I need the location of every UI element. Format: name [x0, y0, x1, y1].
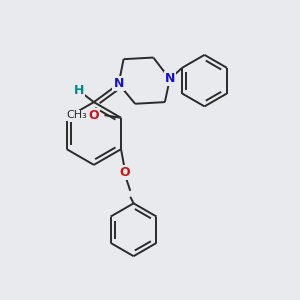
Text: CH₃: CH₃ — [66, 110, 87, 120]
Text: N: N — [113, 77, 124, 91]
Text: N: N — [165, 73, 175, 85]
Text: O: O — [88, 109, 99, 122]
Text: O: O — [119, 167, 130, 179]
Text: H: H — [74, 84, 84, 97]
